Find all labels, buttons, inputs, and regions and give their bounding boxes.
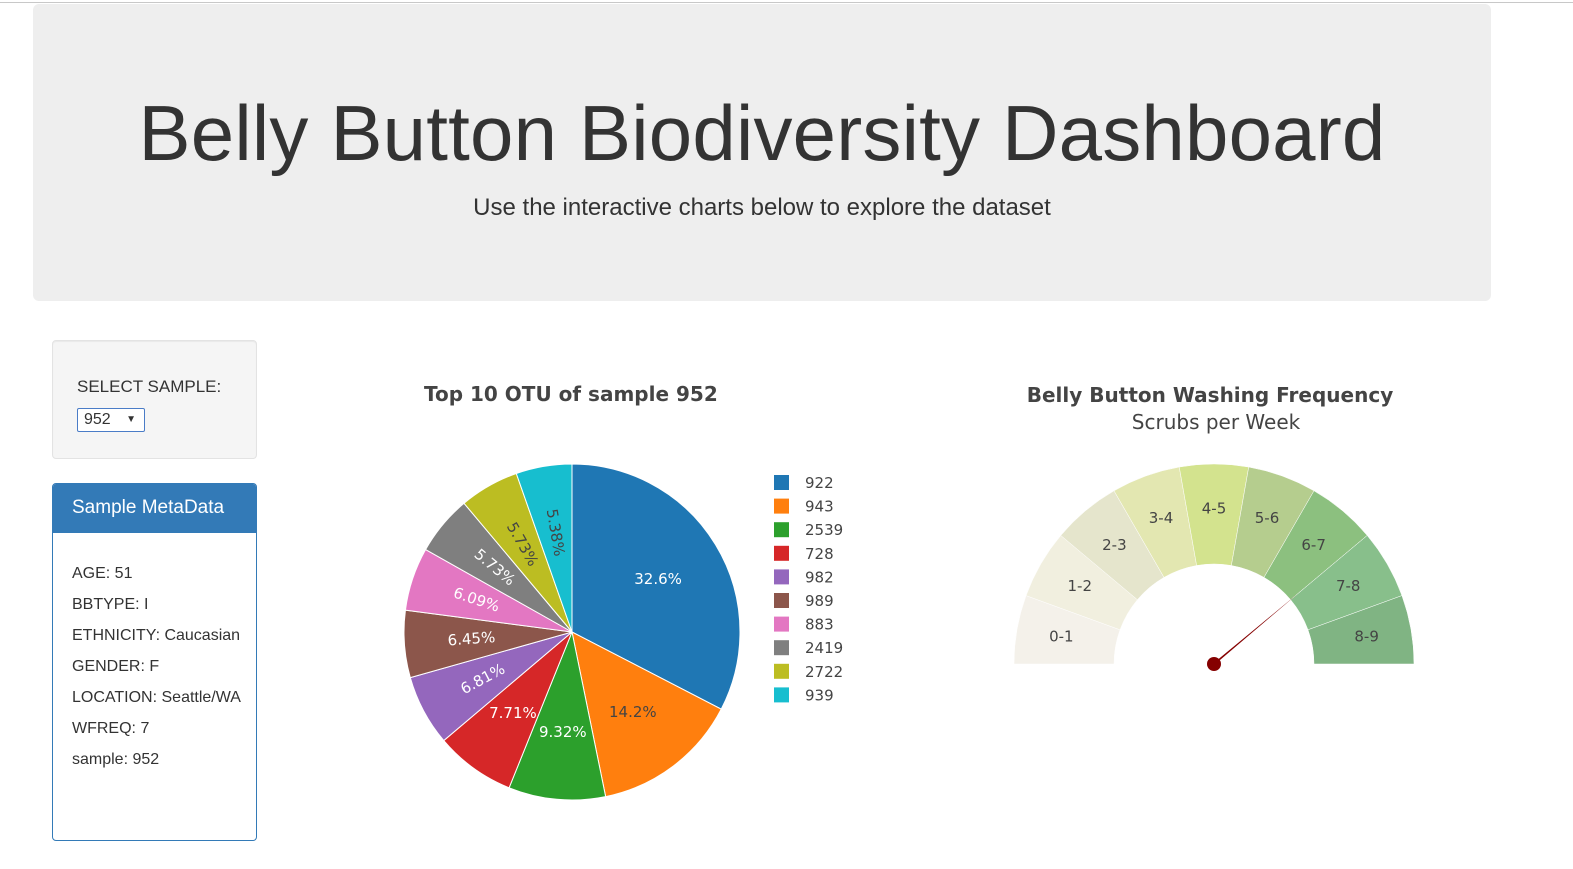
legend-swatch [774,498,789,514]
gauge-chart[interactable]: 0-1 1-2 2-3 3-4 4-5 5-6 6-7 7-8 8-9 [990,450,1450,690]
metadata-item-wfreq: WFREQ: 7 [72,720,150,737]
legend-entry[interactable]: 2419 [805,639,843,657]
sample-dropdown[interactable]: 952 ▼ [77,408,145,432]
gauge-segment-label: 1-2 [1068,577,1093,595]
header-banner: Belly Button Biodiversity Dashboard Use … [33,4,1491,301]
metadata-item-bbtype: BBTYPE: I [72,596,149,613]
legend-entry[interactable]: 939 [805,686,834,704]
pie-slice-943[interactable] [571,631,722,798]
pie-slice-922[interactable] [571,463,741,710]
gauge-segment-label: 5-6 [1255,509,1280,527]
dropdown-arrow-icon: ▼ [126,414,136,425]
legend-entry[interactable]: 982 [805,568,834,586]
metadata-panel-title: Sample MetaData [53,484,256,533]
legend-entry[interactable]: 989 [805,592,834,610]
gauge-chart-title: Belly Button Washing Frequency [1026,383,1394,407]
gauge-segment-label: 7-8 [1336,577,1361,595]
pie-slice-label: 9.32% [539,723,587,741]
gauge-chart-subtitle: Scrubs per Week [1131,410,1301,434]
pie-slice-label: 14.2% [609,703,657,721]
gauge-segment-label: 4-5 [1202,500,1227,518]
gauge-segment-label: 0-1 [1049,628,1074,646]
legend-swatch [774,569,789,585]
gauge-segment-label: 6-7 [1301,536,1326,554]
pie-chart-title: Top 10 OTU of sample 952 [424,382,718,406]
page-subtitle: Use the interactive charts below to expl… [473,194,1051,221]
legend-swatch [774,663,789,679]
pie-slice-label: 6.45% [447,628,496,649]
pie-slice-2539[interactable] [508,630,607,801]
legend-entry[interactable]: 728 [805,545,834,563]
gauge-segment-label: 8-9 [1354,628,1379,646]
sample-selector-box: SELECT SAMPLE: 952 ▼ [52,340,257,459]
legend-swatch [774,522,789,538]
metadata-list: AGE: 51 BBTYPE: I ETHNICITY: Caucasian G… [72,564,247,781]
gauge-segment-8-9[interactable] [1307,595,1415,665]
legend-swatch [774,687,789,703]
page-title: Belly Button Biodiversity Dashboard [138,89,1386,177]
legend-entry[interactable]: 943 [805,498,834,516]
legend-swatch [774,616,789,632]
pie-chart[interactable]: 32.6%14.2%9.32%7.71%6.81%6.45%6.09%5.73%… [380,440,880,820]
gauge-needle [1210,593,1299,668]
metadata-item-age: AGE: 51 [72,565,133,582]
select-sample-label: SELECT SAMPLE: [77,377,222,396]
metadata-item-ethnicity: ETHNICITY: Caucasian [72,627,241,644]
sample-dropdown-value: 952 [84,411,111,428]
metadata-item-location: LOCATION: Seattle/WA [72,689,241,706]
pie-slice-label: 32.6% [634,570,682,588]
legend-swatch [774,475,789,490]
gauge-needle-hub [1207,657,1221,671]
legend-entry[interactable]: 2539 [805,521,843,539]
top-border [0,2,1573,3]
legend-swatch [774,593,789,608]
legend-entry[interactable]: 883 [805,616,834,634]
gauge-segment-label: 3-4 [1149,509,1174,527]
metadata-panel: Sample MetaData AGE: 51 BBTYPE: I ETHNIC… [52,483,257,841]
gauge-segment-label: 2-3 [1102,536,1127,554]
pie-slice-label: 7.71% [489,704,537,722]
metadata-item-sample: sample: 952 [72,751,160,768]
pie-slice-939[interactable] [515,463,573,633]
legend-swatch [774,640,789,656]
legend-swatch [774,545,789,561]
legend-entry[interactable]: 922 [805,474,834,492]
metadata-item-gender: GENDER: F [72,658,160,675]
legend-entry[interactable]: 2722 [805,663,843,681]
